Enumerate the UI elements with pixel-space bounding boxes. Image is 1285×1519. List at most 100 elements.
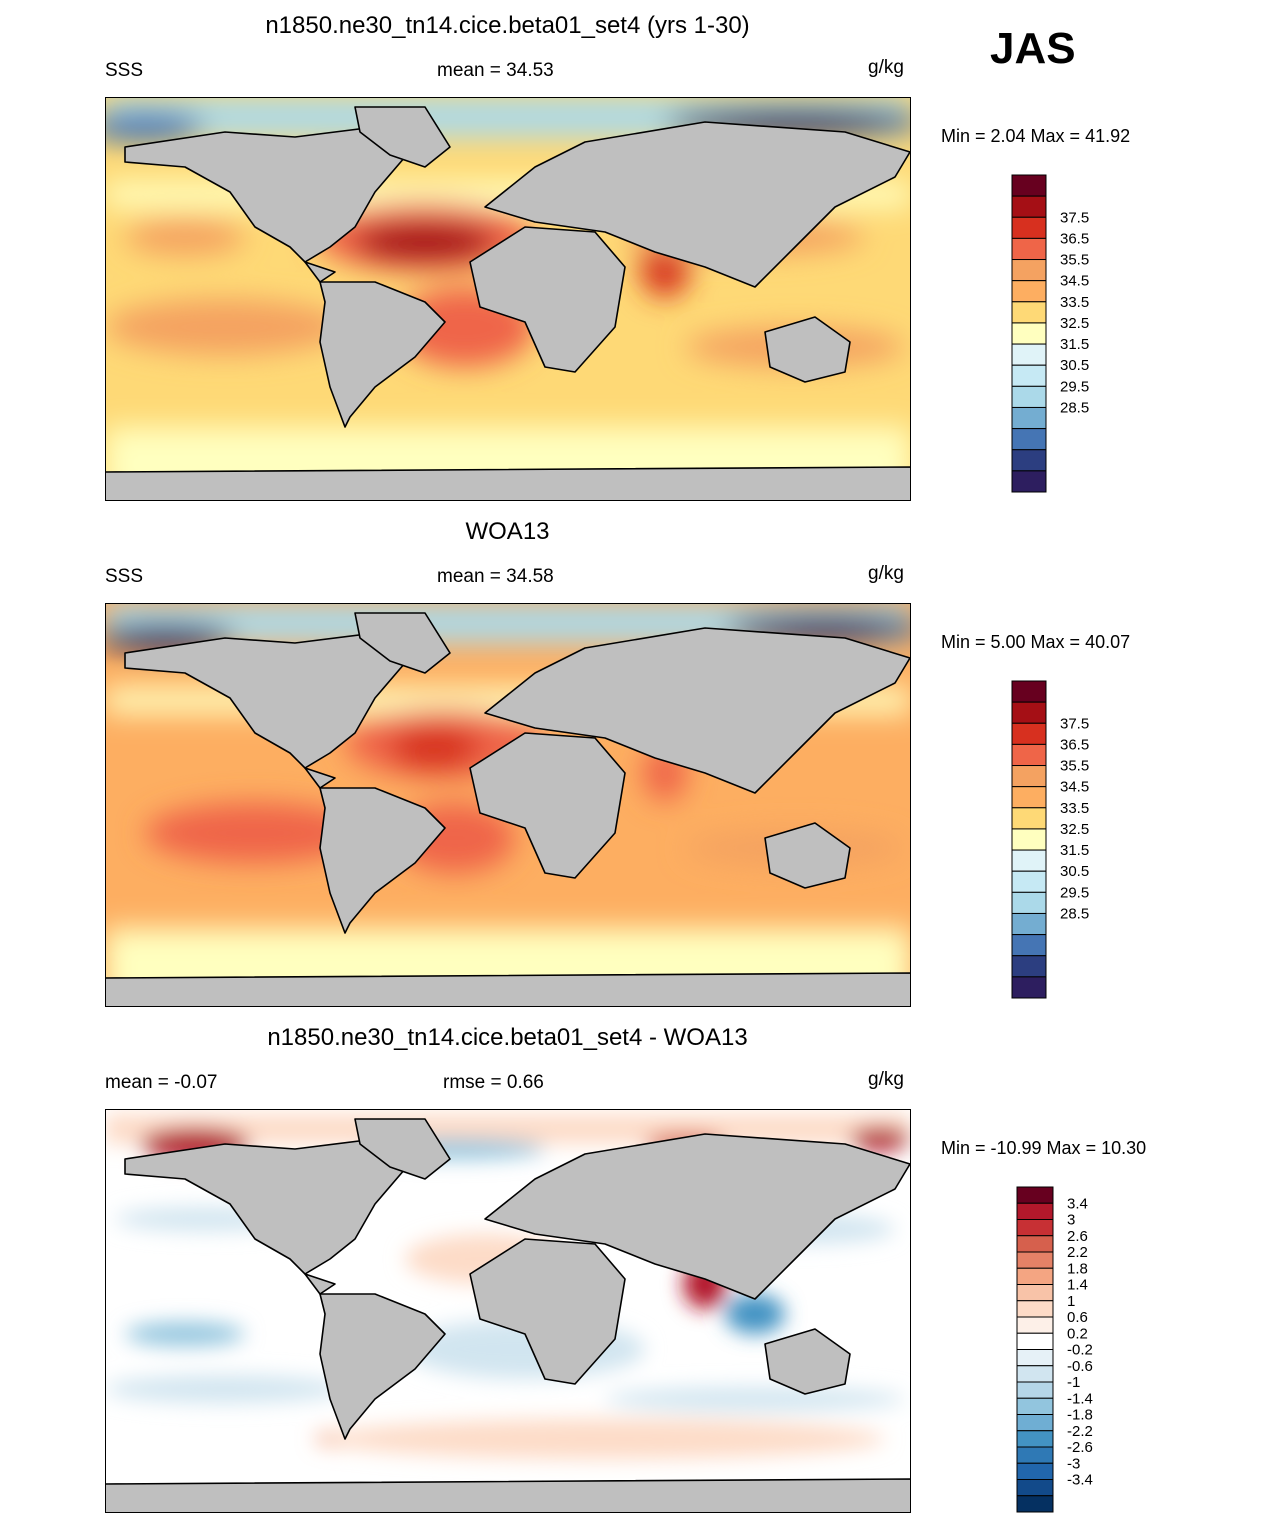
colorbar-tick-label: 2.2 (1067, 1244, 1088, 1261)
colorbar-tick-label: -1.4 (1067, 1390, 1093, 1407)
colorbar-swatch (1016, 1349, 1054, 1367)
colorbar-tick-label: -3 (1067, 1455, 1080, 1472)
panel-units-diff: g/kg (868, 1069, 904, 1090)
colorbar-tick-label: 34.5 (1060, 273, 1089, 290)
colorbar-swatch (1011, 849, 1047, 872)
colorbar-tick-label: 3.4 (1067, 1195, 1088, 1212)
panel-mean-obs: mean = 34.58 (437, 566, 554, 587)
colorbar-tick-label: 1.8 (1067, 1260, 1088, 1277)
colorbar-swatch (1011, 870, 1047, 893)
colorbar-swatch (1011, 765, 1047, 788)
colorbar-swatch (1011, 743, 1047, 767)
colorbar-tick-label: 31.5 (1060, 336, 1089, 353)
colorbar-swatch (1011, 259, 1047, 282)
colorbar-swatch (1011, 955, 1047, 978)
colorbar-tick-label: -1.8 (1067, 1407, 1093, 1424)
panel-units-obs: g/kg (868, 563, 904, 584)
panel-mean-model: mean = 34.53 (437, 60, 554, 81)
colorbar-swatch (1011, 195, 1047, 218)
colorbar-swatch (1016, 1430, 1054, 1448)
colorbar-swatch (1016, 1495, 1054, 1513)
panel-left-label-model: SSS (105, 60, 144, 81)
panel-left-label-obs: SSS (105, 566, 144, 587)
colorbar-swatch (1011, 280, 1047, 303)
colorbar-swatch (1016, 1414, 1054, 1432)
colorbar-swatch (1016, 1316, 1054, 1334)
land-mask-model (105, 106, 911, 501)
colorbar-tick-label: 3 (1067, 1212, 1075, 1229)
colorbar-tick-label: 36.5 (1060, 736, 1089, 753)
colorbar-tick-label: 37.5 (1060, 715, 1089, 732)
colorbar-swatch (1011, 449, 1047, 472)
colorbar-swatch (1016, 1267, 1054, 1285)
colorbar-swatch (1011, 680, 1047, 703)
colorbar-swatch (1011, 470, 1047, 493)
land-mask-diff (105, 1118, 911, 1513)
colorbar-tick-label: 29.5 (1060, 378, 1089, 395)
season-label: JAS (990, 24, 1076, 73)
colorbar-swatch (1011, 237, 1047, 261)
colorbar-swatch (1016, 1446, 1054, 1464)
colorbar-swatch (1016, 1381, 1054, 1399)
colorbar-tick-label: 30.5 (1060, 863, 1089, 880)
colorbar-tick-label: 30.5 (1060, 357, 1089, 374)
colorbar-tick-label: 0.6 (1067, 1309, 1088, 1326)
colorbar-tick-label: -1 (1067, 1374, 1080, 1391)
colorbar-swatch (1011, 912, 1047, 936)
colorbar-tick-label: 29.5 (1060, 884, 1089, 901)
colorbar-swatch (1016, 1479, 1054, 1497)
colorbar-tick-label: -3.4 (1067, 1472, 1093, 1489)
panel-rmse-diff: rmse = 0.66 (443, 1072, 544, 1093)
sss-map-diff (105, 1109, 911, 1513)
colorbar-swatch (1011, 701, 1047, 724)
colorbar-swatch (1011, 216, 1047, 239)
colorbar-tick-label: -2.6 (1067, 1439, 1093, 1456)
colorbar-swatch (1016, 1202, 1054, 1220)
colorbar-tick-label: 35.5 (1060, 758, 1089, 775)
colorbar-tick-label: 35.5 (1060, 252, 1089, 269)
colorbar-swatch (1016, 1235, 1054, 1253)
sss-map-obs (105, 603, 911, 1007)
land-mask-obs (105, 612, 911, 1007)
colorbar-tick-label: 36.5 (1060, 230, 1089, 247)
colorbar-swatch (1011, 385, 1047, 408)
colorbar-tick-label: 33.5 (1060, 800, 1089, 817)
colorbar-swatch (1011, 174, 1047, 197)
colorbar-tick-label: 1.4 (1067, 1277, 1088, 1294)
colorbar-swatch (1016, 1219, 1054, 1237)
colorbar-swatch (1016, 1284, 1054, 1302)
colorbar-tick-label: 28.5 (1060, 905, 1089, 922)
panel-title-diff: n1850.ne30_tn14.cice.beta01_set4 - WOA13 (267, 1024, 748, 1051)
panel-minmax-model: Min = 2.04 Max = 41.92 (941, 126, 1131, 146)
panel-mean-diff: mean = -0.07 (105, 1072, 218, 1093)
colorbar-swatch (1011, 807, 1047, 830)
colorbar-tick-label: -0.6 (1067, 1358, 1093, 1375)
colorbar-tick-label: 28.5 (1060, 399, 1089, 416)
colorbar-swatch (1011, 343, 1047, 366)
colorbar-swatch (1011, 786, 1047, 809)
panel-title-obs: WOA13 (465, 518, 550, 545)
panel-units-model: g/kg (868, 57, 904, 78)
colorbar-swatch (1016, 1397, 1054, 1415)
colorbar-swatch (1011, 828, 1047, 851)
colorbar-tick-label: 34.5 (1060, 779, 1089, 796)
colorbar-tick-label: 33.5 (1060, 294, 1089, 311)
colorbar-swatch (1011, 722, 1047, 745)
colorbar-swatch (1016, 1332, 1054, 1350)
colorbar-tick-label: 2.6 (1067, 1228, 1088, 1245)
colorbar-swatch (1011, 428, 1047, 451)
panel-title-model: n1850.ne30_tn14.cice.beta01_set4 (yrs 1-… (265, 12, 750, 39)
colorbar-swatch (1011, 976, 1047, 999)
panel-minmax-obs: Min = 5.00 Max = 40.07 (941, 632, 1131, 652)
colorbar-obs: 37.5 36.5 35.5 34.5 33.5 32.5 31.5 30.5 29.5 28.5 (1011, 680, 1089, 999)
colorbar-swatch (1016, 1251, 1054, 1269)
colorbar-tick-label: 1 (1067, 1293, 1075, 1310)
colorbar-swatch (1016, 1462, 1054, 1480)
colorbar-swatch (1011, 406, 1047, 430)
colorbar-tick-label: 32.5 (1060, 821, 1089, 838)
colorbar-swatch (1011, 891, 1047, 914)
colorbar-diff: 3.432.62.21.81.410.60.2-0.2-0.6-1-1.4-1.… (1016, 1186, 1093, 1513)
colorbar-swatch (1011, 322, 1047, 345)
colorbar-tick-label: 31.5 (1060, 842, 1089, 859)
sss-map-model (105, 97, 911, 501)
